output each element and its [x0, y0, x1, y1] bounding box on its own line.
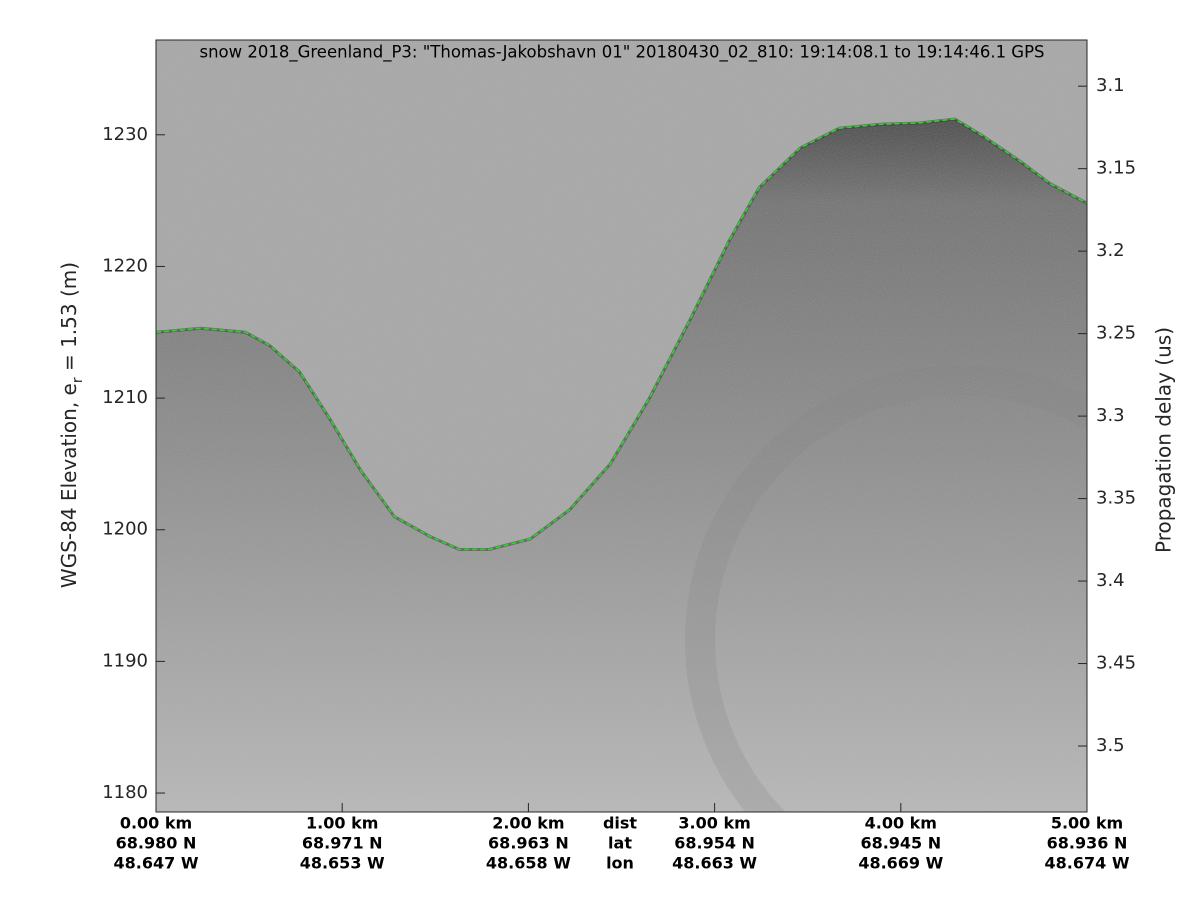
lon-label: 48.663 W — [672, 854, 757, 873]
y-tick-label: 1190 — [102, 650, 148, 671]
lon-label: 48.647 W — [114, 854, 199, 873]
x-tick-label: 1.00 km — [306, 814, 378, 833]
speckle — [156, 40, 1087, 812]
y2-axis-label: Propagation delay (us) — [1152, 327, 1176, 553]
lat-label: 68.963 N — [488, 834, 569, 853]
y-axis-label: WGS-84 Elevation, er = 1.53 (m) — [57, 262, 87, 588]
y2-tick-label: 3.5 — [1096, 735, 1125, 756]
y2-tick-label: 3.15 — [1096, 158, 1136, 179]
x-tick-label: 4.00 km — [865, 814, 937, 833]
echogram — [156, 40, 1087, 812]
row-label: dist — [603, 814, 637, 833]
chart-title: snow 2018_Greenland_P3: "Thomas-Jakobsha… — [199, 43, 1044, 63]
y2-tick-label: 3.3 — [1096, 405, 1125, 426]
y-tick-label: 1200 — [102, 519, 148, 540]
x-tick-label: 2.00 km — [492, 814, 564, 833]
y-tick-label: 1220 — [102, 255, 148, 276]
x-tick-label: 3.00 km — [678, 814, 750, 833]
lat-label: 68.954 N — [674, 834, 755, 853]
y-label-sub: r — [70, 377, 86, 383]
lon-label: 48.669 W — [858, 854, 943, 873]
y2-tick-label: 3.2 — [1096, 240, 1125, 261]
lon-label: 48.653 W — [300, 854, 385, 873]
y2-tick-label: 3.25 — [1096, 323, 1136, 344]
y-label-text: WGS-84 Elevation, e — [57, 383, 81, 588]
axes-box — [155, 39, 1088, 813]
y-tick-label: 1210 — [102, 387, 148, 408]
lon-label: 48.658 W — [486, 854, 571, 873]
y2-tick-label: 3.35 — [1096, 488, 1136, 509]
row-label: lat — [608, 834, 632, 853]
x-tick-label: 5.00 km — [1051, 814, 1123, 833]
lat-label: 68.971 N — [302, 834, 383, 853]
y2-tick-label: 3.4 — [1096, 570, 1125, 591]
y-label-text: = 1.53 (m) — [57, 262, 81, 377]
surface-line — [156, 118, 1087, 551]
y-tick-label: 1180 — [102, 782, 148, 803]
lon-label: 48.674 W — [1045, 854, 1130, 873]
y2-tick-label: 3.45 — [1096, 653, 1136, 674]
lat-label: 68.945 N — [860, 834, 941, 853]
y2-tick-label: 3.1 — [1096, 75, 1125, 96]
row-label: lon — [606, 854, 634, 873]
y-tick-label: 1230 — [102, 124, 148, 145]
lat-label: 68.936 N — [1047, 834, 1128, 853]
x-tick-label: 0.00 km — [120, 814, 192, 833]
lat-label: 68.980 N — [116, 834, 197, 853]
